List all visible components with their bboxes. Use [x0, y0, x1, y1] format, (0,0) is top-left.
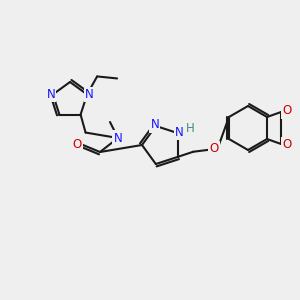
Text: N: N: [150, 118, 159, 131]
Text: O: O: [72, 139, 82, 152]
Text: N: N: [46, 88, 55, 101]
Text: N: N: [114, 131, 122, 145]
Text: O: O: [210, 142, 219, 155]
Text: H: H: [186, 122, 195, 135]
Text: O: O: [282, 139, 292, 152]
Text: N: N: [85, 88, 94, 101]
Text: O: O: [282, 104, 292, 118]
Text: N: N: [175, 126, 184, 139]
